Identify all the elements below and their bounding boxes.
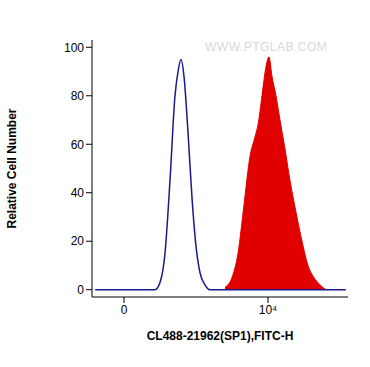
svg-text:CL488-21962(SP1),FITC-H: CL488-21962(SP1),FITC-H xyxy=(147,329,294,343)
svg-text:0: 0 xyxy=(77,283,84,297)
svg-text:100: 100 xyxy=(64,41,84,55)
svg-text:80: 80 xyxy=(71,89,85,103)
html-text:WWW.PTGLAB.COM: WWW.PTGLAB.COM xyxy=(205,40,328,54)
svg-text:40: 40 xyxy=(71,186,85,200)
svg-text:20: 20 xyxy=(71,234,85,248)
svg-text:10⁴: 10⁴ xyxy=(259,303,278,317)
svg-text:Relative Cell Number: Relative Cell Number xyxy=(8,108,19,228)
svg-text:0: 0 xyxy=(121,303,128,317)
svg-text:60: 60 xyxy=(71,138,85,152)
